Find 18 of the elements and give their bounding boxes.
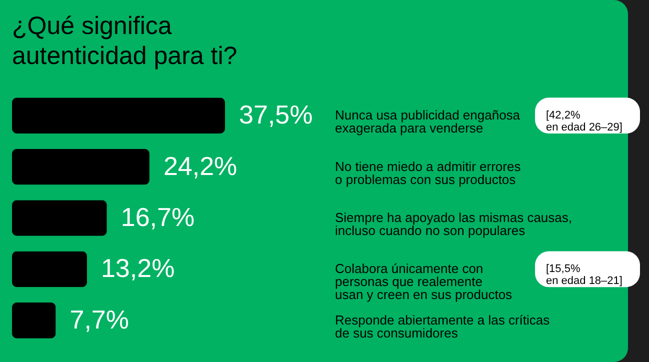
bar (12, 98, 225, 134)
bar (12, 251, 87, 288)
bar (12, 148, 150, 185)
data-label: 24,2% (163, 150, 238, 181)
data-label: 16,7% (120, 202, 195, 232)
bar (12, 302, 56, 338)
y-tick-label: Responde abiertamente a las críticas de sus consumidores (335, 312, 550, 340)
text: [42,2% en edad 26–29] (546, 110, 622, 134)
data-label: 13,2% (100, 253, 175, 284)
y-tick-label: Nunca usa publicidad engañosa exagerada para venderse (335, 108, 521, 136)
y-tick-label: Siempre ha apoyado las mismas causas, incluso cuando no son populares (335, 210, 572, 238)
y-tick-label: No tiene miedo a admitir errores o problemas con sus productos (335, 158, 522, 187)
chart-title: ¿Qué significa autenticidad para ti? (12, 12, 238, 70)
bar (12, 200, 107, 236)
text: [15,5% en edad 18–21] (546, 263, 622, 288)
data-label: 7,7% (70, 304, 129, 334)
y-tick-label: Colabora únicamente con personas que realemente usan y creen en sus productos (335, 261, 513, 302)
data-label: 37,5% (239, 100, 313, 130)
